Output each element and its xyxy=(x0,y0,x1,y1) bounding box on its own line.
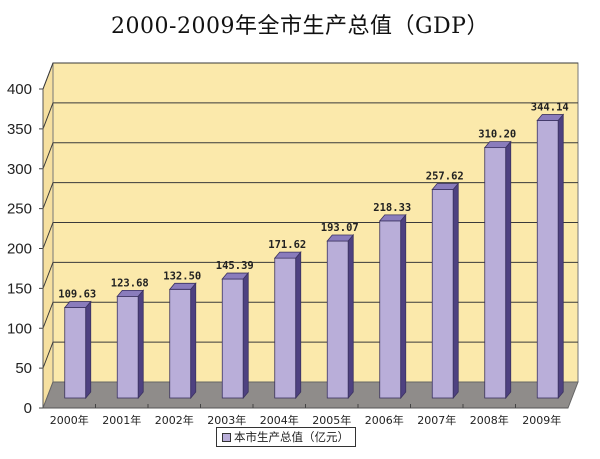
data-label: 257.62 xyxy=(426,171,464,183)
legend: 本市生产总值（亿元） xyxy=(216,427,356,447)
bar xyxy=(116,289,145,400)
bar xyxy=(431,182,460,400)
axes xyxy=(39,88,568,409)
bar-front xyxy=(221,278,244,399)
gridline xyxy=(42,102,578,130)
bar xyxy=(63,300,92,400)
x-tick-label: 2000年 xyxy=(50,413,89,427)
data-label: 132.50 xyxy=(163,270,201,282)
bar xyxy=(483,140,512,400)
bar-front xyxy=(484,147,507,399)
bar xyxy=(378,213,407,400)
data-label: 344.14 xyxy=(531,102,569,114)
bar-side xyxy=(557,113,564,400)
y-tick-label: 200 xyxy=(7,241,32,258)
gridline xyxy=(42,142,578,169)
bar-front xyxy=(274,257,297,399)
data-label: 109.63 xyxy=(58,289,96,301)
x-tick-label: 2004年 xyxy=(260,413,299,427)
x-tick-label: 2006年 xyxy=(365,413,404,427)
y-tick-label: 0 xyxy=(24,400,32,417)
x-tick-label: 2002年 xyxy=(155,413,194,427)
bar-side xyxy=(85,300,92,400)
bar-front xyxy=(379,220,402,399)
bar-side xyxy=(190,282,197,400)
x-tick-label: 2009年 xyxy=(522,413,561,427)
bar-side xyxy=(137,289,144,400)
bar xyxy=(221,271,250,400)
y-tick-label: 400 xyxy=(7,81,32,98)
data-label: 193.07 xyxy=(321,222,359,234)
legend-label: 本市生产总值（亿元） xyxy=(234,430,349,444)
bar-front xyxy=(326,240,349,399)
bar-side xyxy=(347,233,354,400)
bar-side xyxy=(505,140,512,400)
y-tick-label: 100 xyxy=(7,320,32,337)
bar-front xyxy=(116,295,139,399)
labels: 0 50 100 150 200 250 300 350 400 109.63 2000年 123.6… xyxy=(7,81,569,427)
bar-front xyxy=(169,288,192,399)
legend-swatch-icon xyxy=(222,432,231,442)
bars xyxy=(63,113,565,400)
y-tick-label: 350 xyxy=(7,121,32,138)
x-tick-label: 2005年 xyxy=(312,413,351,427)
bar xyxy=(273,251,302,400)
bar-front xyxy=(536,120,559,399)
bar xyxy=(326,233,355,400)
y-tick-label: 250 xyxy=(7,201,32,218)
y-tick-label: 50 xyxy=(15,360,32,377)
data-label: 123.68 xyxy=(111,277,149,289)
chart-title: 2000-2009年全市生产总值（GDP） xyxy=(111,14,489,39)
data-label: 310.20 xyxy=(478,129,516,141)
bar-front xyxy=(64,307,87,399)
x-tick-label: 2008年 xyxy=(470,413,509,427)
data-label: 145.39 xyxy=(216,260,254,272)
x-tick-label: 2001年 xyxy=(102,413,141,427)
x-tick-label: 2007年 xyxy=(417,413,456,427)
bar-side xyxy=(295,251,302,400)
data-label: 171.62 xyxy=(268,239,306,251)
bar xyxy=(536,113,565,400)
gridline xyxy=(42,62,578,90)
bar-side xyxy=(452,182,459,400)
y-tick-label: 150 xyxy=(7,280,32,297)
bar xyxy=(168,282,197,400)
y-tick-label: 300 xyxy=(7,161,32,178)
bar-side xyxy=(242,271,249,400)
x-tick-label: 2003年 xyxy=(207,413,246,427)
gridline xyxy=(42,182,578,209)
data-label: 218.33 xyxy=(373,202,411,214)
bar-side xyxy=(400,213,407,400)
bar-front xyxy=(431,189,454,399)
